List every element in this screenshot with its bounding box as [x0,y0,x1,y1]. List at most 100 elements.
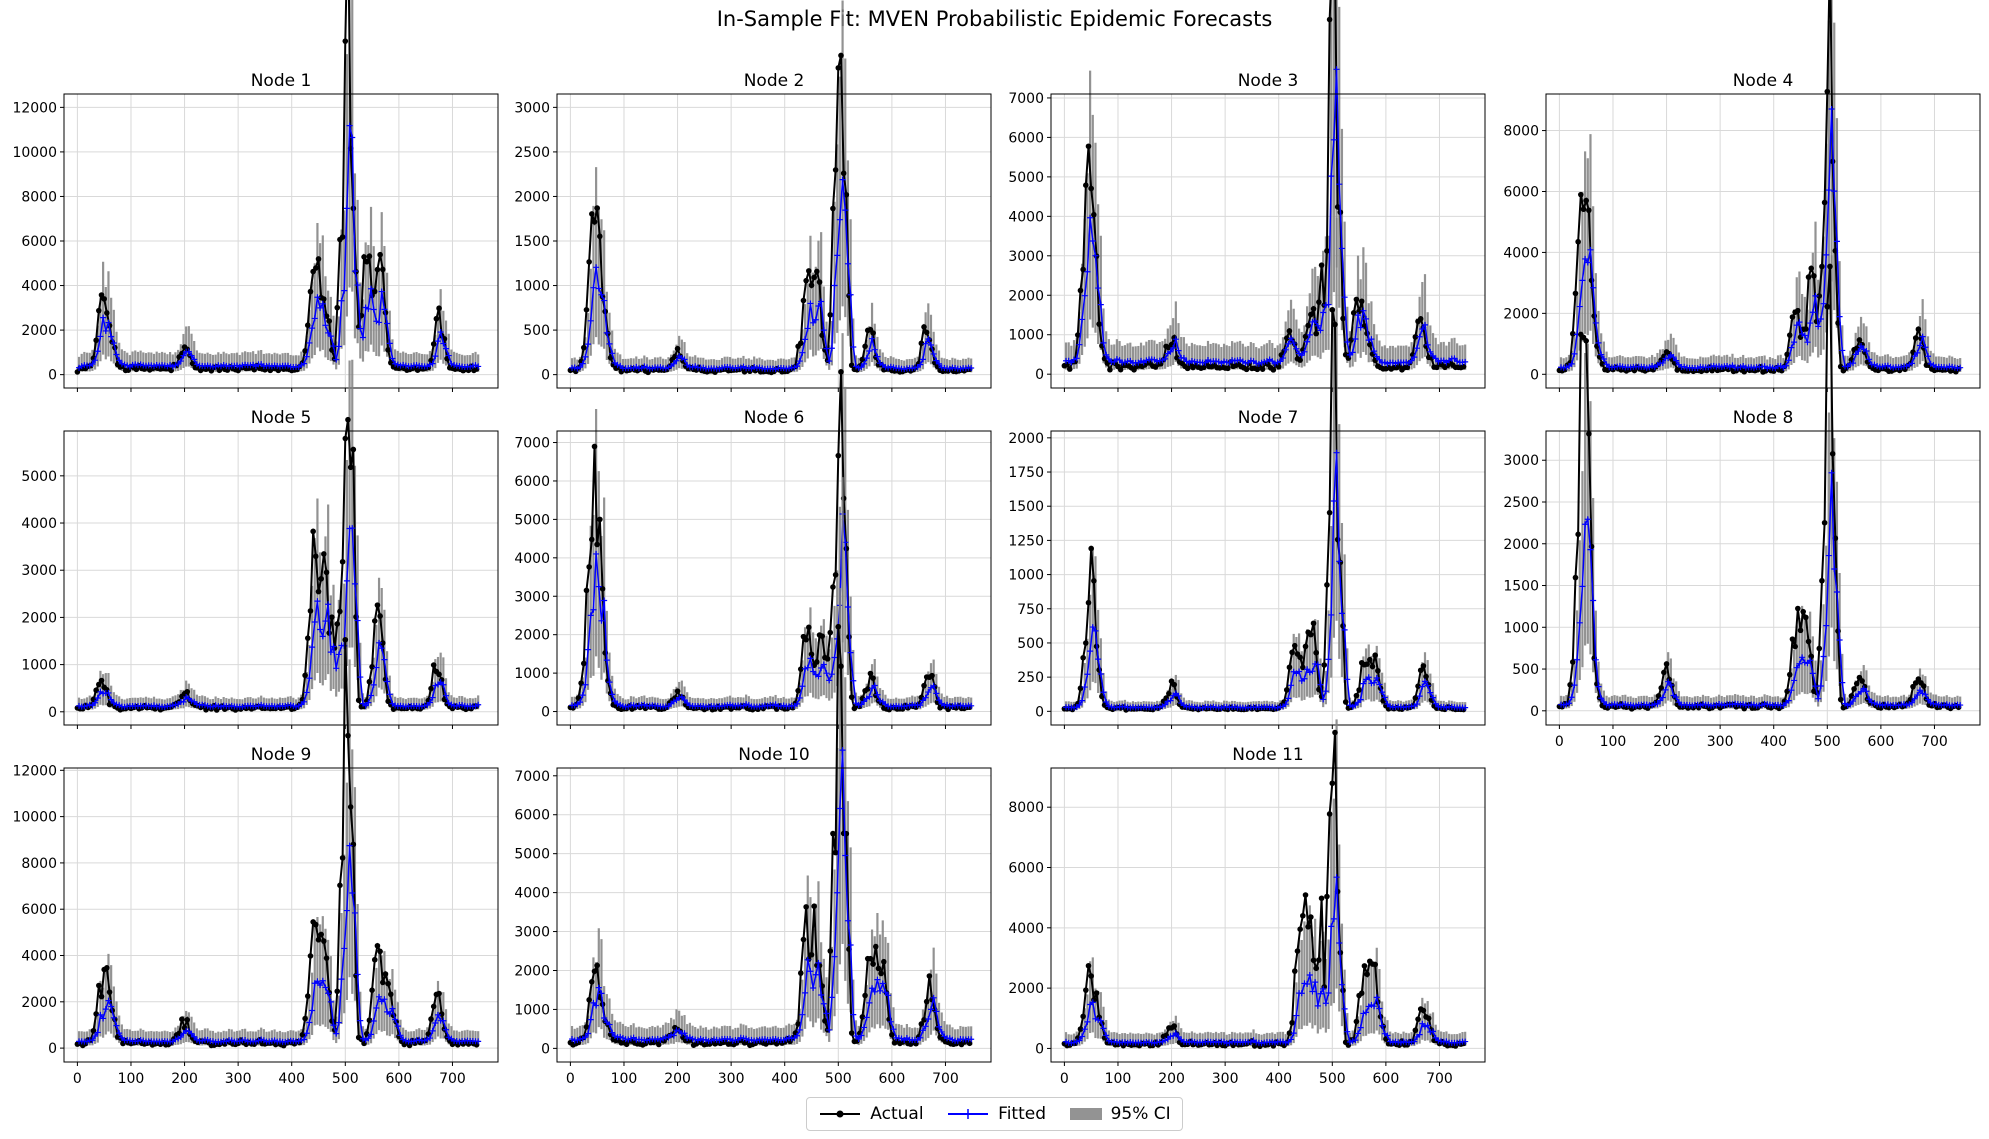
fitted-point [839,176,846,183]
fitted-point [116,357,123,364]
fitted-point [1922,344,1929,351]
fitted-point [601,297,608,304]
actual-point [835,65,842,71]
y-tick-label: 1250 [1008,533,1044,549]
fitted-point [217,363,224,370]
actual-point [374,266,381,273]
fitted-point [1823,251,1830,258]
actual-point [589,211,595,217]
y-tick-label: 5000 [1008,170,1044,186]
actual-point [313,265,319,271]
fitted-point [1338,245,1345,252]
x-tick-label: 100 [1600,734,1627,750]
fitted-point [1330,136,1337,143]
fitted-point [874,353,881,360]
y-tick-label: 12000 [12,100,57,116]
fitted-point [193,361,200,368]
fitted-point [1376,356,1383,363]
fitted-point [614,361,621,368]
fitted-point [177,358,184,365]
actual-point [1353,296,1360,303]
fitted-point [1641,363,1648,370]
actual-point [371,618,378,624]
y-tick-label: 3000 [21,563,57,579]
fitted-point [1839,347,1846,354]
x-tick-label: 0 [566,1071,575,1087]
fitted-point [191,356,198,363]
actual-point [1091,578,1097,584]
fitted-point [850,343,857,350]
actual-point [313,553,319,560]
fitted-point [812,316,819,323]
fitted-point [836,216,843,223]
fitted-point [376,319,383,326]
actual-point [1318,262,1325,268]
actual-point [1080,654,1086,661]
fitted-point [437,329,444,336]
fitted-point [1226,359,1233,366]
fitted-point [1424,341,1431,348]
fitted-point [641,363,648,370]
actual-point [184,688,191,695]
actual-point [1088,545,1094,552]
actual-point [1302,643,1309,650]
actual-point [819,633,826,639]
y-tick-label: 1000 [1008,328,1044,344]
fitted-point [847,291,854,298]
x-tick-label: 400 [771,1071,798,1087]
actual-point [583,307,590,313]
actual-point [380,979,386,986]
fitted-point [1253,360,1260,367]
fitted-point [1183,358,1190,365]
fitted-point [102,327,109,334]
fitted-point [1852,351,1859,358]
fitted-point [400,361,407,368]
actual-point [1283,335,1290,341]
actual-point [334,304,341,311]
x-tick-label: 300 [718,1071,745,1087]
actual-point [1184,365,1191,372]
fitted-point [933,357,940,364]
fitted-point [1413,345,1420,352]
actual-point [430,341,437,347]
actual-point [1270,367,1277,373]
actual-point [806,624,812,631]
fitted-point [1858,342,1865,349]
y-tick-label: 2000 [1008,431,1044,447]
y-tick-label: 2000 [514,189,550,205]
actual-point [1789,314,1796,320]
fitted-point [204,362,211,369]
y-tick-label: 3000 [1503,453,1539,469]
actual-point [597,233,603,240]
actual-point [1334,204,1341,210]
actual-point [310,528,316,535]
actual-point [318,931,324,938]
actual-point [586,259,592,265]
fitted-point [582,353,589,360]
actual-point [430,662,437,668]
fitted-point [700,364,707,371]
y-tick-label: 4000 [21,949,57,965]
fitted-point [606,340,613,347]
actual-point [1586,207,1592,214]
fitted-point [772,366,779,373]
fitted-point [863,355,870,362]
y-tick-label: 6000 [1503,184,1539,200]
fitted-point [89,361,96,368]
fitted-point [1833,238,1840,245]
fitted-point [301,360,308,367]
fitted-point [1716,363,1723,370]
actual-point [337,882,343,889]
fitted-point [1914,349,1921,356]
fitted-point [1258,359,1265,366]
fitted-point [1783,362,1790,369]
actual-point [307,288,314,295]
fitted-point [577,364,584,371]
fitted-point [1344,339,1351,346]
actual-point [808,951,815,958]
actual-point [1797,627,1804,634]
fitted-point [1649,363,1656,370]
actual-point [1824,88,1831,95]
y-tick-label: 3000 [514,589,550,605]
actual-point [1819,577,1825,584]
